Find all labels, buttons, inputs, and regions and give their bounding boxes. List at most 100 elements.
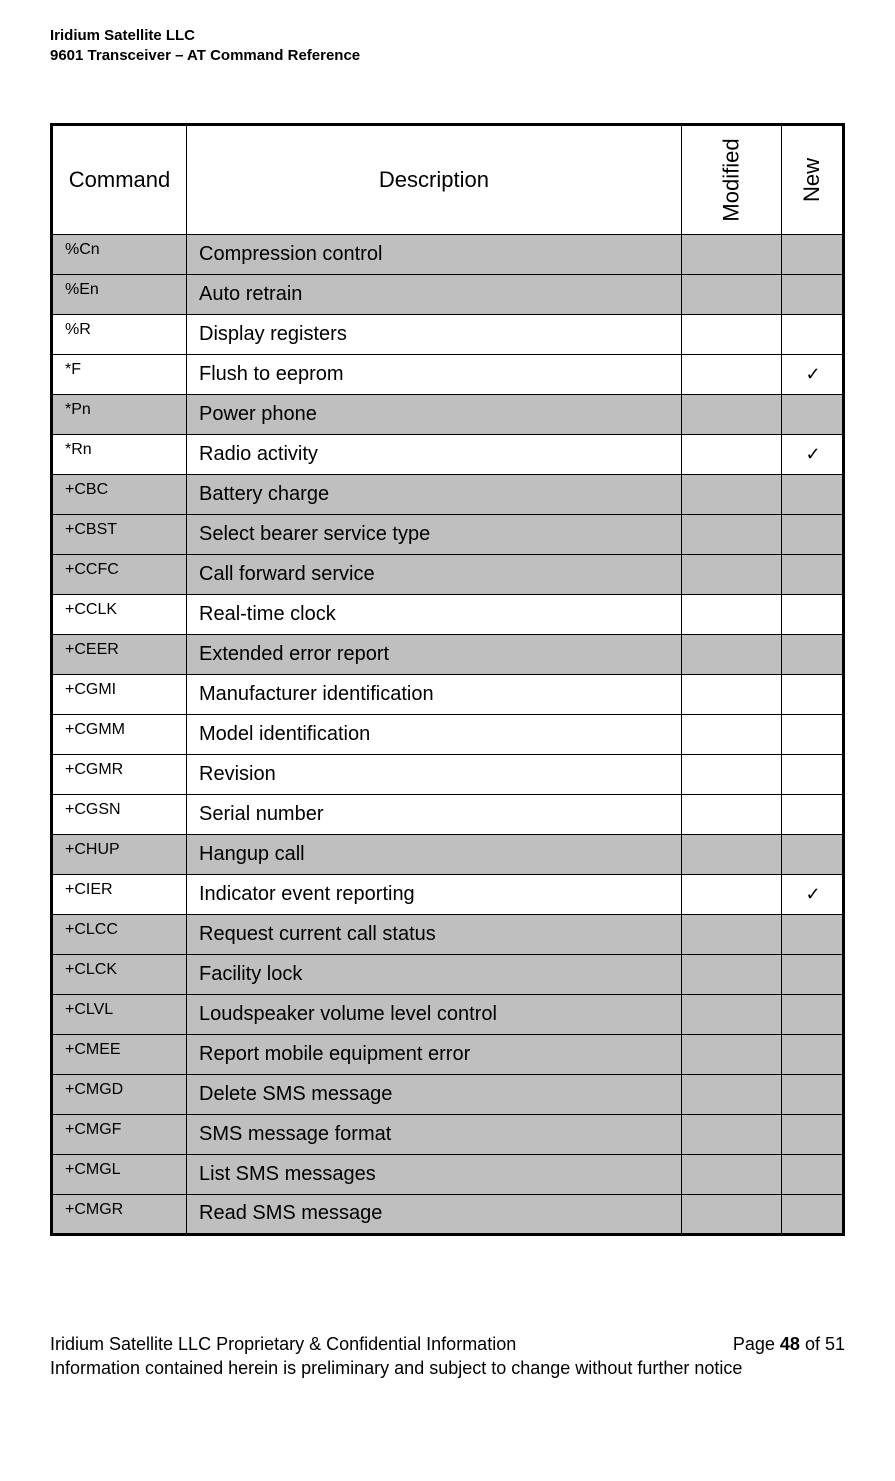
modified-cell: [681, 674, 781, 714]
modified-cell: [681, 754, 781, 794]
command-cell: +CCFC: [52, 554, 187, 594]
footer-page-number: 48: [780, 1334, 800, 1354]
modified-cell: [681, 954, 781, 994]
description-cell: Flush to eeprom: [187, 354, 682, 394]
col-header-new-label: New: [799, 157, 825, 201]
description-cell: Auto retrain: [187, 274, 682, 314]
table-row: %EnAuto retrain: [52, 274, 844, 314]
footer-line-1: Iridium Satellite LLC Proprietary & Conf…: [50, 1332, 845, 1356]
table-row: +CBCBattery charge: [52, 474, 844, 514]
new-cell: [781, 314, 843, 354]
new-cell: [781, 914, 843, 954]
new-cell: [781, 1034, 843, 1074]
table-row: +CLCKFacility lock: [52, 954, 844, 994]
new-cell: [781, 474, 843, 514]
new-cell: [781, 674, 843, 714]
footer-page: Page 48 of 51: [733, 1332, 845, 1356]
command-cell: *Rn: [52, 434, 187, 474]
new-cell: [781, 794, 843, 834]
modified-cell: [681, 1154, 781, 1194]
table-row: %RDisplay registers: [52, 314, 844, 354]
command-cell: *Pn: [52, 394, 187, 434]
modified-cell: [681, 394, 781, 434]
footer-page-suffix: of 51: [800, 1334, 845, 1354]
modified-cell: [681, 314, 781, 354]
description-cell: Display registers: [187, 314, 682, 354]
command-cell: +CGMM: [52, 714, 187, 754]
new-cell: ✓: [781, 434, 843, 474]
new-cell: [781, 994, 843, 1034]
command-cell: %R: [52, 314, 187, 354]
at-command-table: Command Description Modified New %CnComp…: [50, 123, 845, 1236]
new-cell: [781, 514, 843, 554]
table-row: +CGMRRevision: [52, 754, 844, 794]
modified-cell: [681, 874, 781, 914]
modified-cell: [681, 914, 781, 954]
new-cell: [781, 274, 843, 314]
table-row: +CMEEReport mobile equipment error: [52, 1034, 844, 1074]
footer-line-2: Information contained herein is prelimin…: [50, 1356, 845, 1380]
description-cell: Extended error report: [187, 634, 682, 674]
modified-cell: [681, 554, 781, 594]
description-cell: Facility lock: [187, 954, 682, 994]
table-row: +CMGRRead SMS message: [52, 1194, 844, 1234]
footer-page-prefix: Page: [733, 1334, 780, 1354]
command-cell: +CGMI: [52, 674, 187, 714]
new-cell: [781, 554, 843, 594]
table-row: +CLCCRequest current call status: [52, 914, 844, 954]
new-cell: [781, 634, 843, 674]
modified-cell: [681, 434, 781, 474]
new-cell: ✓: [781, 354, 843, 394]
new-cell: [781, 1074, 843, 1114]
header-line-2: 9601 Transceiver – AT Command Reference: [50, 46, 845, 66]
table-row: +CGMIManufacturer identification: [52, 674, 844, 714]
description-cell: Battery charge: [187, 474, 682, 514]
modified-cell: [681, 794, 781, 834]
table-row: +CGSNSerial number: [52, 794, 844, 834]
description-cell: Read SMS message: [187, 1194, 682, 1234]
command-cell: +CGMR: [52, 754, 187, 794]
footer-left: Iridium Satellite LLC Proprietary & Conf…: [50, 1334, 516, 1354]
command-cell: +CCLK: [52, 594, 187, 634]
description-cell: Call forward service: [187, 554, 682, 594]
description-cell: List SMS messages: [187, 1154, 682, 1194]
command-cell: +CLCC: [52, 914, 187, 954]
col-header-command: Command: [52, 124, 187, 234]
modified-cell: [681, 594, 781, 634]
modified-cell: [681, 994, 781, 1034]
description-cell: Revision: [187, 754, 682, 794]
new-cell: ✓: [781, 874, 843, 914]
description-cell: SMS message format: [187, 1114, 682, 1154]
table-row: *FFlush to eeprom ✓: [52, 354, 844, 394]
page-footer: Iridium Satellite LLC Proprietary & Conf…: [50, 1332, 845, 1381]
table-row: +CIERIndicator event reporting✓: [52, 874, 844, 914]
description-cell: Report mobile equipment error: [187, 1034, 682, 1074]
new-cell: [781, 1154, 843, 1194]
description-cell: Radio activity: [187, 434, 682, 474]
description-cell: Model identification: [187, 714, 682, 754]
modified-cell: [681, 1034, 781, 1074]
modified-cell: [681, 634, 781, 674]
table-row: +CBSTSelect bearer service type: [52, 514, 844, 554]
table-row: %CnCompression control: [52, 234, 844, 274]
col-header-modified: Modified: [681, 124, 781, 234]
description-cell: Hangup call: [187, 834, 682, 874]
command-cell: *F: [52, 354, 187, 394]
modified-cell: [681, 274, 781, 314]
description-cell: Compression control: [187, 234, 682, 274]
modified-cell: [681, 1074, 781, 1114]
table-row: +CCFCCall forward service: [52, 554, 844, 594]
new-cell: [781, 714, 843, 754]
description-cell: Select bearer service type: [187, 514, 682, 554]
modified-cell: [681, 1114, 781, 1154]
new-cell: [781, 954, 843, 994]
table-body: %CnCompression control%EnAuto retrain%RD…: [52, 234, 844, 1234]
command-cell: +CMGF: [52, 1114, 187, 1154]
description-cell: Delete SMS message: [187, 1074, 682, 1114]
new-cell: [781, 1194, 843, 1234]
description-cell: Manufacturer identification: [187, 674, 682, 714]
command-cell: +CEER: [52, 634, 187, 674]
command-cell: +CHUP: [52, 834, 187, 874]
new-cell: [781, 1114, 843, 1154]
modified-cell: [681, 234, 781, 274]
